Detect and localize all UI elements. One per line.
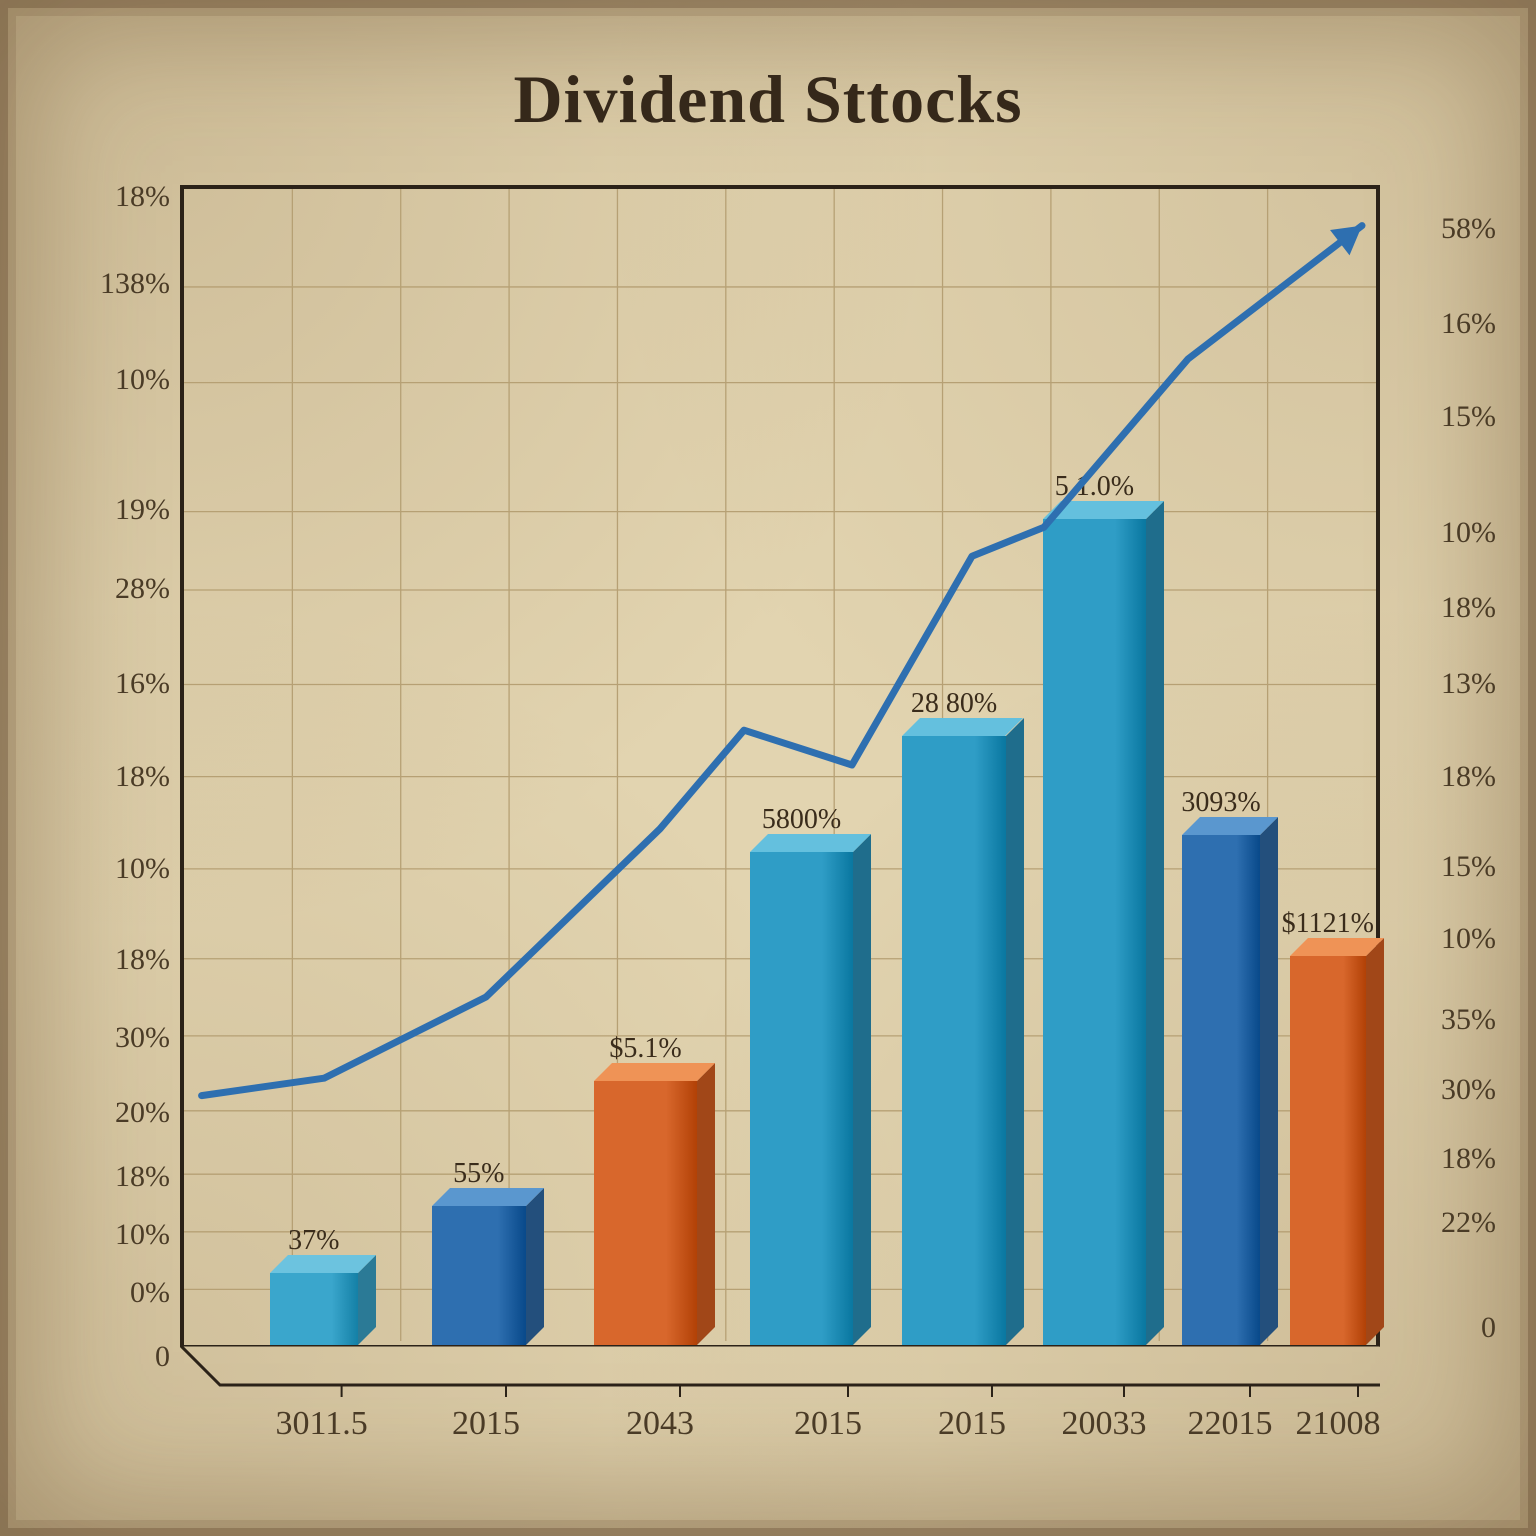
y-tick-label: 35%: [1386, 1003, 1496, 1037]
x-tick-label: 2043: [626, 1405, 694, 1443]
y-tick-label: 10%: [1386, 922, 1496, 956]
y-tick-label: 0: [1386, 1311, 1496, 1345]
y-tick-label: 10%: [60, 363, 176, 397]
x-tick-label: 20033: [1062, 1405, 1147, 1443]
right-y-axis-labels: 58% 16% 15% 10% 18% 13% 18% 15% 10% 35% 30% 18% 22% 0: [1386, 185, 1496, 1345]
x-tick-label: 22015: [1188, 1405, 1273, 1443]
y-tick-label: 16%: [1386, 307, 1496, 341]
bar: 28 80%: [902, 736, 1005, 1345]
y-tick-label: 58%: [1386, 212, 1496, 246]
y-tick-label: 138%: [60, 267, 176, 301]
y-tick-label: 19%: [60, 493, 176, 527]
y-tick-label: 16%: [60, 667, 176, 701]
bar-value-label: 5800%: [762, 804, 841, 836]
x-axis-labels: 3011.5 2015 2043 2015 2015 20033 22015 21008: [180, 1405, 1380, 1465]
bar-value-label: 5 1.0%: [1055, 471, 1134, 503]
bar-value-label: 3093%: [1181, 787, 1260, 819]
y-tick-label: 20%: [60, 1096, 176, 1130]
y-tick-label: 13%: [1386, 667, 1496, 701]
x-tick-label: 2015: [938, 1405, 1006, 1443]
y-tick-label: 30%: [1386, 1073, 1496, 1107]
bar-value-label: 55%: [453, 1158, 504, 1190]
left-y-axis-labels: 18%138%10%19%28%16%18%10%18%30%20%18%10%…: [60, 185, 170, 1345]
y-tick-label: 28%: [60, 572, 176, 606]
bar-value-label: $1121%: [1282, 908, 1374, 940]
y-tick-label: 0%: [60, 1276, 176, 1310]
bar-value-label: 28 80%: [911, 688, 997, 720]
y-tick-label: 18%: [1386, 760, 1496, 794]
y-tick-label: 30%: [60, 1021, 176, 1055]
axis-floor: [180, 1345, 1380, 1401]
y-tick-label: 18%: [60, 943, 176, 977]
chart-title: Dividend Sttocks: [0, 60, 1536, 139]
x-tick-label: 21008: [1296, 1405, 1381, 1443]
bar: $1121%: [1290, 956, 1366, 1345]
y-tick-label: 18%: [1386, 591, 1496, 625]
bar: $5.1%: [594, 1081, 697, 1345]
y-tick-label: 10%: [60, 852, 176, 886]
y-tick-label: 18%: [60, 760, 176, 794]
y-tick-label: 15%: [1386, 850, 1496, 884]
bar: 3093%: [1182, 835, 1260, 1345]
y-tick-label: 10%: [60, 1218, 176, 1252]
bar: 37%: [270, 1273, 358, 1345]
bar-value-label: 37%: [288, 1225, 339, 1257]
y-tick-label: 18%: [1386, 1142, 1496, 1176]
bar: 5800%: [750, 852, 853, 1345]
bars-layer: 37% 55% $5.1% 5800% 28 80% 5 1.0% 3093% $1121%: [180, 185, 1380, 1345]
y-tick-label: 0: [60, 1340, 176, 1374]
y-tick-label: 18%: [60, 180, 176, 214]
y-tick-label: 18%: [60, 1160, 176, 1194]
bar-value-label: $5.1%: [609, 1033, 681, 1065]
x-tick-label: 3011.5: [275, 1405, 367, 1443]
x-tick-label: 2015: [452, 1405, 520, 1443]
y-tick-label: 10%: [1386, 516, 1496, 550]
bar: 55%: [432, 1206, 526, 1345]
chart-page: Dividend Sttocks 18%138%10%19%28%16%18%1…: [0, 0, 1536, 1536]
y-tick-label: 15%: [1386, 400, 1496, 434]
x-tick-label: 2015: [794, 1405, 862, 1443]
bar: 5 1.0%: [1043, 519, 1146, 1345]
y-tick-label: 22%: [1386, 1206, 1496, 1240]
